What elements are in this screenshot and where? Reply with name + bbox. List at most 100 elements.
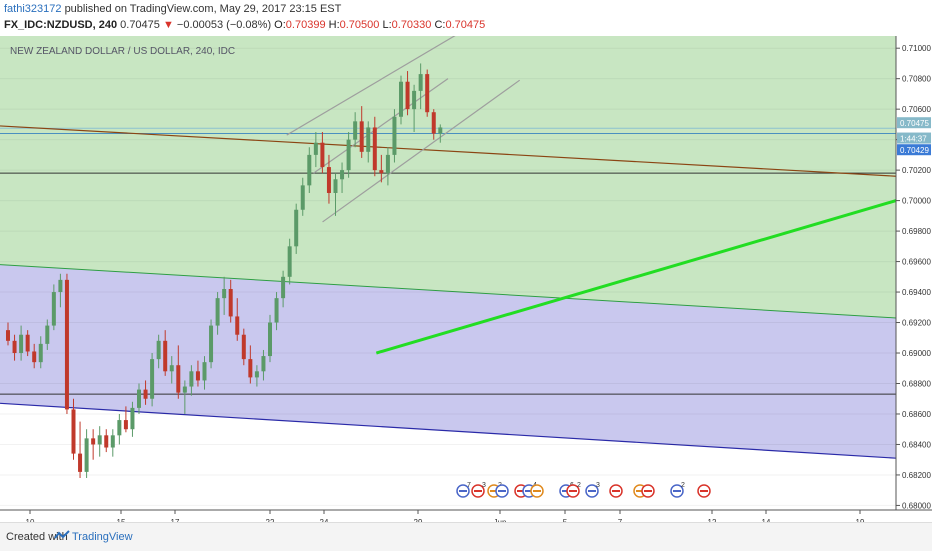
close-label: C: bbox=[434, 19, 446, 31]
zone-boundary-blue bbox=[0, 402, 897, 459]
chart-title: NEW ZEALAND DOLLAR / US DOLLAR, 240, IDC bbox=[10, 46, 235, 57]
event-count: 2 bbox=[681, 482, 685, 489]
y-tick-label: 0.70600 bbox=[902, 105, 931, 114]
low-value: 0.70330 bbox=[391, 19, 432, 31]
event-stripe bbox=[490, 490, 498, 492]
event-marker bbox=[495, 484, 509, 498]
candle-body bbox=[333, 179, 338, 193]
candle-body bbox=[359, 121, 364, 152]
event-stripe bbox=[525, 490, 533, 492]
candle-body bbox=[32, 351, 37, 363]
price-label-box bbox=[897, 132, 931, 144]
y-tick-label: 0.71000 bbox=[902, 44, 931, 53]
event-marker: 2 bbox=[566, 482, 581, 498]
candle-body bbox=[340, 170, 345, 180]
event-stripe bbox=[644, 490, 652, 492]
event-count: 7 bbox=[467, 482, 471, 489]
event-stripe bbox=[700, 490, 708, 492]
author-link[interactable]: fathi323172 bbox=[4, 3, 62, 15]
footer: Created with TradingView bbox=[0, 522, 932, 551]
x-tick-label: Jun bbox=[494, 518, 507, 522]
candle-body bbox=[320, 142, 325, 168]
y-tick-label: 0.68800 bbox=[902, 379, 931, 388]
y-tick-label: 0.69200 bbox=[902, 319, 931, 328]
high-value: 0.70500 bbox=[339, 19, 380, 31]
y-tick-label: 0.68200 bbox=[902, 471, 931, 480]
candle-body bbox=[117, 420, 122, 436]
tradingview-link[interactable]: TradingView bbox=[72, 531, 133, 543]
candle-body bbox=[281, 276, 286, 299]
event-marker bbox=[609, 484, 623, 498]
publish-info: published on TradingView.com, May 29, 20… bbox=[64, 3, 342, 15]
candle-body bbox=[254, 371, 259, 378]
candle-body bbox=[412, 90, 417, 110]
event-count: 3 bbox=[482, 482, 486, 489]
y-tick-label: 0.68000 bbox=[902, 501, 931, 510]
event-stripe bbox=[636, 490, 644, 492]
open-label: O: bbox=[274, 19, 286, 31]
candle-body bbox=[228, 289, 233, 317]
event-marker bbox=[697, 484, 711, 498]
candle-body bbox=[78, 453, 83, 472]
open-value: 0.70399 bbox=[285, 19, 326, 31]
candle-body bbox=[156, 340, 161, 360]
down-arrow-icon: ▼ bbox=[162, 19, 174, 31]
candle-body bbox=[248, 359, 253, 378]
candle-body bbox=[222, 289, 227, 299]
candle-body bbox=[19, 334, 24, 354]
candle-body bbox=[307, 154, 312, 186]
event-marker: 3 bbox=[471, 482, 486, 498]
x-tick-label: 14 bbox=[762, 518, 771, 522]
candle-body bbox=[313, 142, 318, 155]
candle-body bbox=[130, 407, 135, 430]
symbol-label[interactable]: FX_IDC:NZDUSD, 240 bbox=[4, 19, 118, 31]
candle-body bbox=[123, 420, 128, 430]
x-tick-label: 24 bbox=[320, 518, 329, 522]
y-tick-label: 0.69600 bbox=[902, 258, 931, 267]
low-label: L: bbox=[382, 19, 392, 31]
event-marker: 7 bbox=[456, 482, 471, 498]
event-count: 3 bbox=[596, 482, 600, 489]
time-axis[interactable]: 10 15 17 22 24 29 Jun 5 7 12 14 19 bbox=[26, 510, 865, 522]
y-tick-label: 0.68400 bbox=[902, 440, 931, 449]
event-marker bbox=[530, 484, 544, 498]
price-label-text: 0.70429 bbox=[900, 146, 929, 155]
zone-boundary-green bbox=[0, 264, 897, 319]
y-tick-label: 0.70800 bbox=[902, 75, 931, 84]
candle-body bbox=[300, 185, 305, 210]
candle-body bbox=[25, 334, 30, 352]
candle-body bbox=[137, 389, 141, 408]
tradingview-logo-icon bbox=[54, 530, 70, 539]
candle-body bbox=[12, 340, 17, 354]
event-marker: 3 bbox=[585, 482, 600, 498]
candle-body bbox=[366, 127, 371, 152]
price-label-text: 1:44:37 bbox=[900, 135, 927, 144]
candle-body bbox=[58, 279, 63, 293]
events-layer: 73246232 bbox=[456, 482, 711, 498]
candle-body bbox=[202, 362, 207, 381]
event-marker bbox=[641, 484, 655, 498]
candle-body bbox=[438, 127, 443, 134]
event-stripe bbox=[498, 490, 506, 492]
price-axis[interactable]: 0.710000.708000.706000.704000.702000.700… bbox=[896, 44, 931, 510]
chart-header: fathi323172 published on TradingView.com… bbox=[0, 0, 932, 36]
event-stripe bbox=[459, 490, 467, 492]
candle-body bbox=[418, 74, 423, 91]
y-tick-label: 0.69800 bbox=[902, 227, 931, 236]
close-value: 0.70475 bbox=[445, 19, 486, 31]
last-price: 0.70475 bbox=[120, 19, 160, 31]
trend-lines-layer bbox=[0, 36, 897, 355]
event-stripe bbox=[517, 490, 525, 492]
candle-body bbox=[84, 438, 89, 472]
candle-body bbox=[195, 371, 200, 381]
candle-body bbox=[235, 316, 240, 335]
x-tick-label: 10 bbox=[26, 518, 35, 522]
candle-body bbox=[6, 330, 10, 341]
price-chart[interactable]: 73246232 0.710000.708000.706000.704000.7… bbox=[0, 36, 932, 522]
candle-body bbox=[425, 74, 430, 113]
candle-body bbox=[346, 139, 351, 171]
candle-body bbox=[71, 409, 76, 454]
candle-body bbox=[379, 170, 384, 174]
zones-layer bbox=[0, 36, 897, 459]
event-stripe bbox=[474, 490, 482, 492]
